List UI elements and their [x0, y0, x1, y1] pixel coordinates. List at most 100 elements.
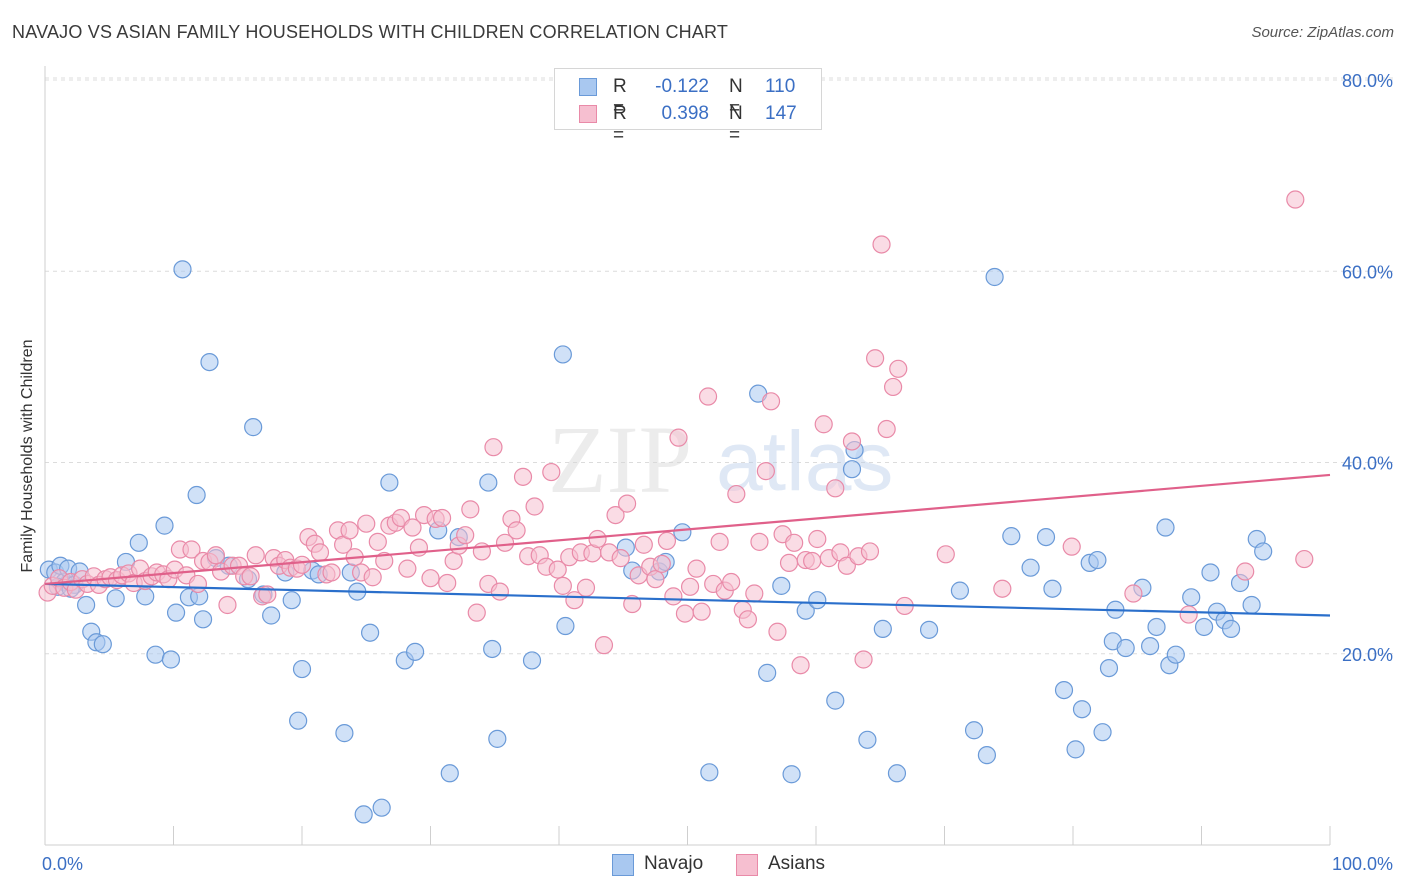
asians-point: [1236, 562, 1255, 581]
chart-title: NAVAJO VS ASIAN FAMILY HOUSEHOLDS WITH C…: [12, 22, 729, 42]
asians-point: [513, 467, 533, 486]
navajo-point: [1140, 636, 1160, 656]
asians-point: [652, 554, 671, 573]
tick-labels: 20.0% 40.0% 60.0% 80.0% 0.0% 100.0%: [42, 71, 1393, 874]
asians-point: [808, 529, 827, 549]
navajo-point: [166, 603, 186, 622]
legend-navajo-swatch: [612, 854, 634, 876]
asians-point: [340, 521, 359, 540]
navajo-point: [1221, 619, 1241, 638]
asians-point: [548, 560, 567, 579]
asians-point: [292, 555, 312, 574]
asians-point: [467, 603, 486, 622]
asians-point: [680, 577, 700, 596]
navajo-point: [700, 763, 719, 782]
asians-point: [785, 533, 804, 552]
navajo-point: [553, 345, 572, 364]
navajo-n-label: N =: [729, 76, 743, 119]
navajo-point: [964, 721, 984, 740]
asians-r-label: R =: [613, 103, 627, 146]
asians-point: [495, 533, 515, 552]
asians-point: [188, 574, 208, 594]
navajo-point: [808, 591, 827, 610]
asians-point: [490, 582, 509, 601]
legend-navajo-label: Navajo: [644, 853, 704, 874]
asians-point: [657, 531, 677, 551]
navajo-point: [1194, 617, 1214, 637]
watermark: ZIP atlas: [548, 406, 893, 513]
asians-point: [421, 569, 440, 588]
asians-point: [791, 656, 810, 675]
navajo-trend-line: [44, 582, 1331, 617]
axes: [44, 66, 1331, 846]
asians-point: [745, 584, 764, 603]
asians-point: [588, 529, 607, 549]
navajo-r-label: R =: [613, 76, 627, 119]
chart-legend: Navajo Asians: [0, 852, 1406, 878]
navajo-point: [244, 418, 263, 437]
navajo-point: [361, 623, 380, 642]
asians-point: [438, 573, 457, 593]
asians-point: [182, 540, 201, 559]
asians-point: [398, 559, 417, 578]
navajo-point: [106, 589, 125, 608]
asians-point: [606, 505, 625, 525]
asians-point: [241, 567, 260, 586]
asians-n-value: 147: [765, 103, 797, 124]
navajo-point: [77, 595, 96, 615]
navajo-point: [1021, 558, 1040, 577]
navajo-n-value: 110: [765, 76, 796, 97]
legend-asians-swatch: [736, 854, 758, 876]
asians-point: [646, 570, 665, 589]
navajo-point: [985, 267, 1004, 287]
watermark-zip: ZIP: [548, 406, 692, 513]
asians-point: [542, 462, 561, 482]
asians-point: [761, 392, 781, 411]
navajo-point: [1072, 700, 1092, 719]
navajo-point: [488, 729, 507, 748]
asians-point: [768, 622, 787, 641]
source-label: Source: ZipAtlas.com: [1251, 24, 1394, 41]
asians-n-label: N =: [729, 103, 743, 146]
asians-point: [993, 579, 1012, 598]
asians-point: [634, 535, 653, 554]
asians-point: [1179, 605, 1198, 624]
navajo-point: [522, 651, 542, 670]
asians-point: [375, 551, 394, 571]
navajo-point: [919, 620, 939, 639]
navajo-point: [405, 642, 425, 661]
asians-point: [1286, 190, 1305, 209]
asians-point: [218, 595, 237, 615]
asians-point: [698, 387, 718, 406]
asians-point: [553, 576, 572, 595]
asians-point: [1124, 584, 1143, 603]
navajo-point: [826, 691, 845, 710]
navajo-point: [193, 610, 213, 629]
asians-point: [877, 419, 896, 439]
asians-point: [623, 594, 642, 614]
asians-point: [461, 500, 480, 519]
asians-point: [206, 546, 226, 565]
asians-point: [727, 484, 746, 504]
asians-point: [687, 559, 706, 578]
asians-point: [1295, 549, 1314, 569]
navajo-point: [1002, 527, 1021, 546]
navajo-point: [977, 746, 997, 765]
navajo-point: [161, 650, 181, 669]
asians-point: [246, 546, 265, 565]
y-tick-label: 80.0%: [1342, 71, 1393, 91]
navajo-point: [173, 260, 192, 279]
navajo-point: [93, 635, 112, 654]
asians-trend-line: [44, 473, 1331, 586]
y-tick-label: 60.0%: [1342, 262, 1393, 282]
legend-asians-label: Asians: [768, 853, 826, 874]
y-tick-label: 20.0%: [1342, 645, 1393, 665]
asians-point: [403, 518, 422, 537]
navajo-point: [289, 711, 308, 730]
navajo-point: [1201, 563, 1220, 582]
asians-point: [363, 568, 382, 587]
navajo-point: [1066, 740, 1085, 759]
asians-point: [889, 359, 908, 378]
navajo-point: [1043, 579, 1062, 598]
navajo-point: [1054, 680, 1074, 700]
